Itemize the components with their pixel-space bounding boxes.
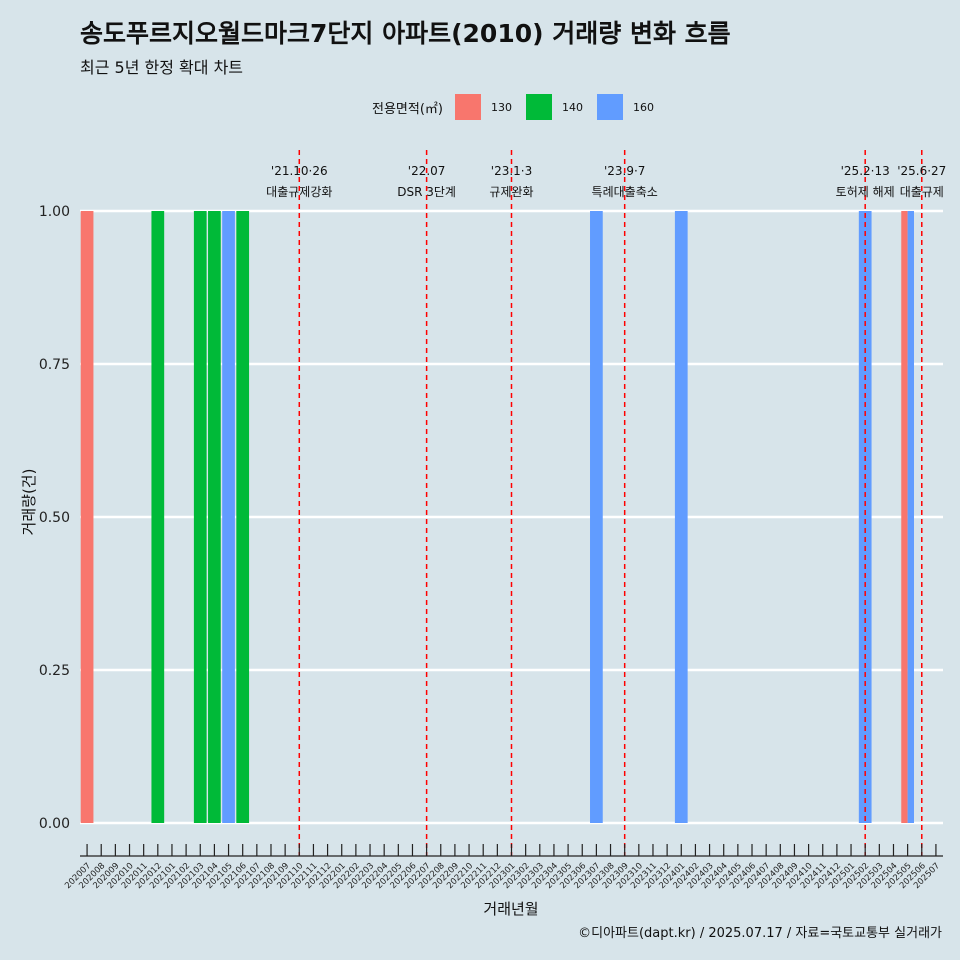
event-date-202110: '21.10·26 [271, 164, 328, 178]
x-axis-title: 거래년월 [483, 900, 538, 918]
y-tick-label: 0.50 [39, 510, 70, 526]
event-label-202502: 토허제 해제 [836, 185, 895, 199]
event-label-202301: 규제완화 [489, 185, 533, 199]
bar-202401-160 [674, 211, 688, 823]
event-date-202301: '23.1·3 [491, 164, 532, 178]
bar-202505-130 [901, 211, 908, 823]
bar-202104-140 [208, 211, 221, 823]
chart-subtitle: 최근 5년 한정 확대 차트 [80, 58, 244, 77]
event-label-202506: 대출규제 [900, 185, 944, 199]
bar-202012-140 [151, 211, 165, 823]
bar-202505-160 [907, 211, 914, 823]
credit-text: ©디아파트(dapt.kr) / 2025.07.17 / 자료=국토교통부 실… [578, 926, 942, 941]
bar-202007-130 [80, 211, 94, 823]
event-date-202309: '23.9·7 [604, 164, 645, 178]
y-tick-label: 1.00 [39, 204, 70, 220]
legend-key-140 [525, 94, 552, 120]
event-label-202207: DSR 3단계 [397, 185, 456, 199]
y-tick-label: 0.25 [39, 663, 70, 679]
legend-label-160: 160 [632, 100, 654, 114]
event-label-202309: 특례대출축소 [592, 185, 658, 199]
bar-202103-140 [193, 211, 207, 823]
event-date-202502: '25.2·13 [841, 164, 890, 178]
legend-title: 전용면적(㎡) [372, 101, 443, 117]
legend: 전용면적(㎡) 130 140 160 [372, 94, 668, 120]
legend-key-160 [596, 94, 623, 120]
y-axis-title: 거래량(건) [20, 469, 38, 536]
legend-label-140: 140 [561, 100, 583, 114]
bar-202106-140 [236, 211, 250, 823]
legend-label-130: 130 [490, 100, 512, 114]
legend-key-130 [454, 94, 481, 120]
bar-202502-160 [858, 211, 872, 823]
y-tick-label: 0.00 [39, 816, 70, 832]
y-tick-label: 0.75 [39, 357, 70, 373]
bar-202105-160 [222, 211, 235, 823]
event-date-202506: '25.6·27 [897, 164, 946, 178]
bar-202307-160 [590, 211, 603, 823]
event-date-202207: '22.07 [408, 164, 446, 178]
chart-title: 송도푸르지오월드마크7단지 아파트(2010) 거래량 변화 흐름 [80, 19, 731, 48]
event-label-202110: 대출규제강화 [266, 185, 332, 199]
